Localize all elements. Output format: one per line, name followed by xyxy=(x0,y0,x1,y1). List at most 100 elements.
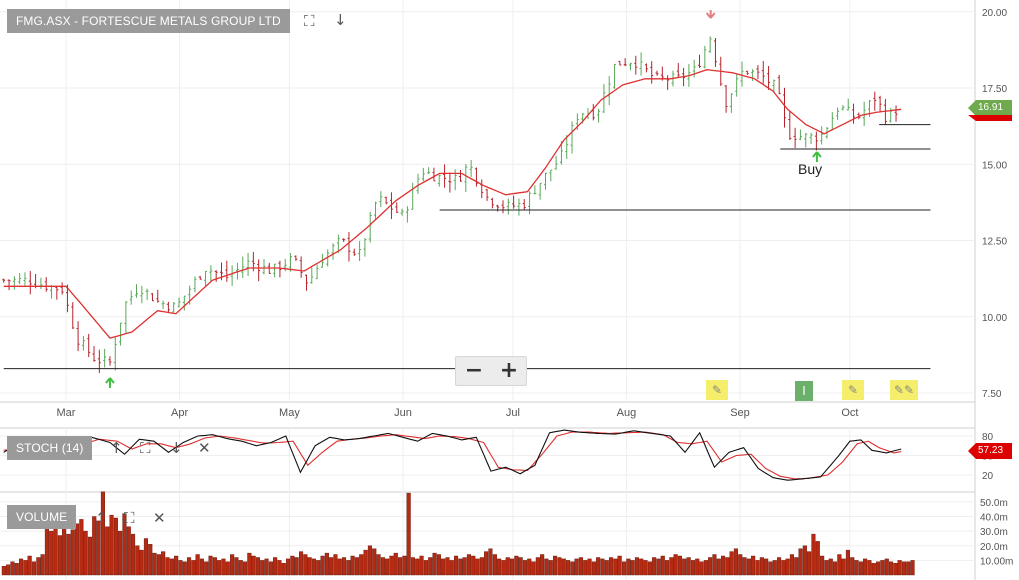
volume-bar xyxy=(867,560,872,576)
zoom-out-button[interactable]: − xyxy=(464,358,484,383)
volume-bar xyxy=(277,560,282,576)
volume-bar xyxy=(191,560,196,576)
arrow-up-icon[interactable]: ↑ xyxy=(110,439,123,457)
volume-bar xyxy=(354,557,360,576)
volume-bar xyxy=(126,526,131,576)
volume-bar xyxy=(316,560,321,576)
volume-bar xyxy=(570,561,575,576)
volume-bar xyxy=(807,551,812,576)
volume-bar xyxy=(376,554,381,576)
volume-bar xyxy=(863,558,868,576)
volume-bar xyxy=(622,561,627,576)
volume-bar xyxy=(876,561,881,576)
volume-bar xyxy=(901,561,906,576)
expand-icon[interactable]: ⛶ xyxy=(140,439,151,457)
volume-bar xyxy=(630,560,635,576)
volume-bar xyxy=(359,554,364,576)
volume-bar xyxy=(66,533,71,576)
volume-bar xyxy=(772,560,777,576)
price-bars xyxy=(2,36,898,374)
close-icon[interactable]: ✕ xyxy=(198,439,211,457)
arrow-down-icon[interactable]: ↓ xyxy=(334,11,347,29)
volume-bar xyxy=(333,554,338,576)
volume-bar xyxy=(436,554,441,576)
volume-bar xyxy=(669,557,674,576)
stoch-k-line xyxy=(3,429,902,481)
volume-bar xyxy=(466,554,472,576)
volume-bar xyxy=(299,551,304,576)
volume-bar xyxy=(247,552,252,576)
arrow-up-icon[interactable]: ↑ xyxy=(95,509,108,527)
volume-bar xyxy=(505,557,510,576)
volume-bar xyxy=(324,552,329,576)
volume-bar xyxy=(367,545,373,576)
volume-bar xyxy=(165,557,170,576)
volume-tick-label: 20.0m xyxy=(980,542,1008,553)
arrow-down-icon[interactable]: ↓ xyxy=(170,439,183,457)
x-tick-label: Aug xyxy=(617,407,637,419)
volume-bar xyxy=(501,560,506,576)
volume-bar xyxy=(238,560,243,576)
buy-label: Buy xyxy=(798,161,823,177)
volume-bar xyxy=(156,554,161,576)
volume-bar xyxy=(398,557,403,576)
volume-bar xyxy=(548,560,553,576)
volume-bar xyxy=(798,548,803,576)
symbol-label: FMG.ASX - FORTESCUE METALS GROUP LTD xyxy=(7,9,290,33)
volume-bar xyxy=(833,561,838,576)
volume-bar xyxy=(290,555,295,576)
volume-bar xyxy=(471,555,476,576)
volume-bar xyxy=(583,560,588,576)
volume-bar xyxy=(699,561,704,576)
volume-bar xyxy=(74,523,80,576)
volume-bar xyxy=(204,561,209,576)
volume-bar xyxy=(337,558,342,576)
volume-bar xyxy=(268,561,273,576)
volume-bar xyxy=(497,558,502,576)
expand-icon[interactable]: ⛶ xyxy=(304,12,315,30)
volume-bar xyxy=(410,557,416,576)
volume-bar xyxy=(837,554,842,576)
volume-bar xyxy=(419,555,424,576)
volume-bar xyxy=(484,551,489,576)
volume-bar xyxy=(14,563,19,576)
close-icon[interactable]: ✕ xyxy=(153,509,166,527)
volume-bar xyxy=(432,552,437,576)
volume-bar xyxy=(31,561,36,576)
signal-up-arrow xyxy=(105,377,115,388)
volume-bar xyxy=(62,528,67,576)
volume-bar xyxy=(665,560,670,576)
volume-bar xyxy=(372,548,377,576)
volume-bar xyxy=(677,555,682,576)
info-marker[interactable]: I xyxy=(795,381,813,401)
volume-bar xyxy=(27,555,32,576)
volume-bar xyxy=(841,558,846,576)
volume-bar xyxy=(161,551,166,576)
volume-bar xyxy=(294,557,299,576)
volume-bar xyxy=(531,561,536,576)
expand-icon[interactable]: ⛶ xyxy=(124,509,135,527)
volume-bar xyxy=(673,554,678,576)
volume-bar xyxy=(626,558,631,576)
x-tick-label: Mar xyxy=(57,407,76,419)
pencil-icon[interactable]: ✎ xyxy=(706,380,728,400)
volume-bar xyxy=(768,561,773,576)
volume-bar xyxy=(682,558,687,576)
volume-bar xyxy=(423,560,428,576)
volume-bar xyxy=(566,560,571,576)
volume-bar xyxy=(83,530,88,576)
pencil-icon[interactable]: ✎ xyxy=(842,380,864,400)
volume-bar xyxy=(346,560,351,576)
volume-bar xyxy=(251,555,256,576)
zoom-in-button[interactable]: + xyxy=(499,358,519,383)
volume-bar xyxy=(721,555,726,576)
volume-bar xyxy=(725,557,730,576)
volume-bar xyxy=(824,560,829,576)
volume-bar xyxy=(600,558,605,576)
volume-bar xyxy=(307,557,312,576)
pencil-icon[interactable]: ✎✎ xyxy=(890,380,918,400)
volume-bar xyxy=(230,554,235,576)
volume-bar xyxy=(122,513,127,576)
volume-bar xyxy=(690,560,695,576)
